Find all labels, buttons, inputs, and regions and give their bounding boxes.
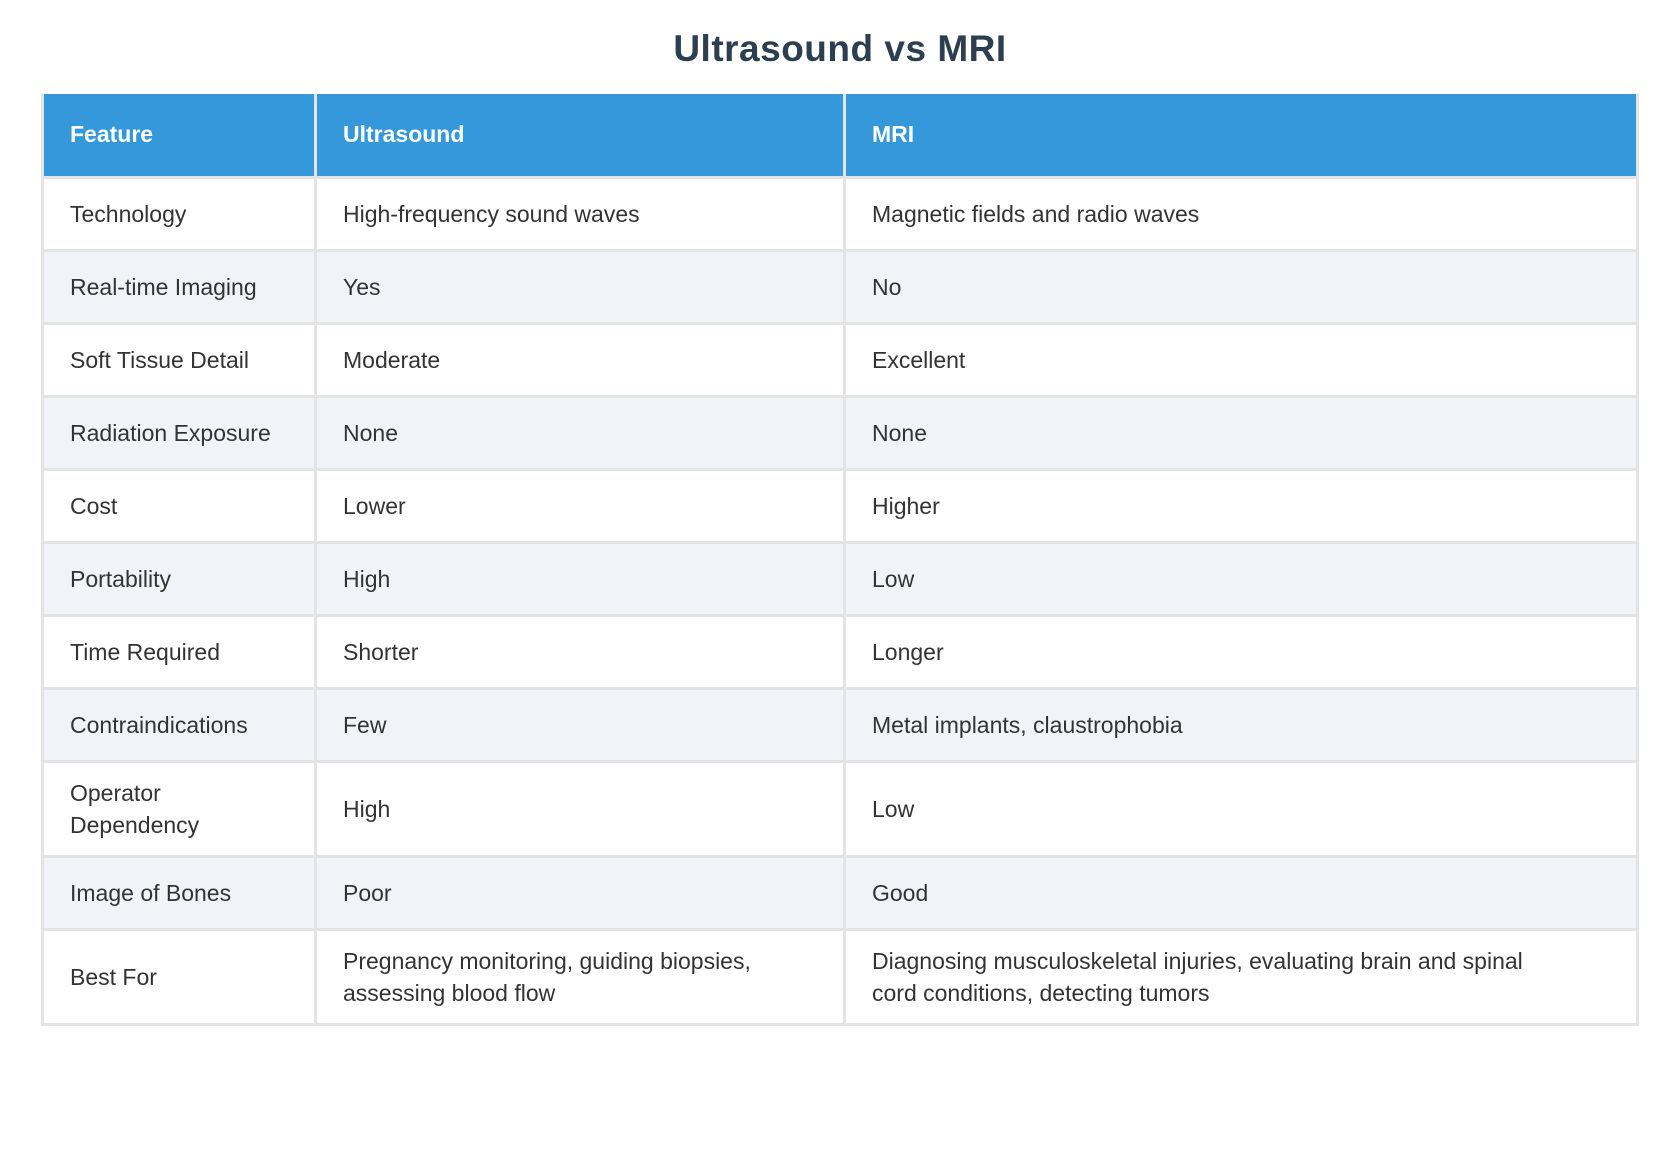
feature-cell: Technology xyxy=(41,175,317,252)
mri-cell: Low xyxy=(843,759,1639,858)
mri-cell: Longer xyxy=(843,613,1639,690)
ultrasound-cell: High-frequency sound waves xyxy=(314,175,846,252)
page-title: Ultrasound vs MRI xyxy=(673,28,1007,69)
feature-cell: Time Required xyxy=(41,613,317,690)
table-row: Contraindications Few Metal implants, clau… xyxy=(41,686,1639,763)
ultrasound-cell: Poor xyxy=(314,854,846,931)
comparison-table: Feature Ultrasound MRI Technology High-fr… xyxy=(41,94,1639,1026)
table-row: Soft Tissue Detail Moderate Excellent xyxy=(41,321,1639,398)
feature-cell: Portability xyxy=(41,540,317,617)
ultrasound-cell: None xyxy=(314,394,846,471)
column-header-feature: Feature xyxy=(41,94,317,179)
table-row: Image of Bones Poor Good xyxy=(41,854,1639,931)
ultrasound-cell: Lower xyxy=(314,467,846,544)
table-row: Technology High-frequency sound waves Magn… xyxy=(41,175,1639,252)
table-row: Operator Dependency High Low xyxy=(41,759,1639,858)
mri-cell: Excellent xyxy=(843,321,1639,398)
ultrasound-cell: Yes xyxy=(314,248,846,325)
ultrasound-cell: Shorter xyxy=(314,613,846,690)
mri-cell: Higher xyxy=(843,467,1639,544)
mri-cell: None xyxy=(843,394,1639,471)
feature-cell: Best For xyxy=(41,927,317,1026)
comparison-table-body: Technology High-frequency sound waves Magn… xyxy=(41,175,1639,1026)
ultrasound-cell: Pregnancy monitoring, guiding biopsies, … xyxy=(314,927,846,1026)
table-row: Portability High Low xyxy=(41,540,1639,617)
mri-cell: Metal implants, claustrophobia xyxy=(843,686,1639,763)
ultrasound-cell: Few xyxy=(314,686,846,763)
ultrasound-cell: Moderate xyxy=(314,321,846,398)
table-row: Radiation Exposure None None xyxy=(41,394,1639,471)
ultrasound-cell: High xyxy=(314,540,846,617)
table-row: Best For Pregnancy monitoring, guiding bi… xyxy=(41,927,1639,1026)
mri-cell: Good xyxy=(843,854,1639,931)
feature-cell: Image of Bones xyxy=(41,854,317,931)
mri-cell: Low xyxy=(843,540,1639,617)
feature-cell: Operator Dependency xyxy=(41,759,317,858)
feature-cell: Contraindications xyxy=(41,686,317,763)
feature-cell: Cost xyxy=(41,467,317,544)
column-header-ultrasound: Ultrasound xyxy=(314,94,846,179)
mri-cell: Diagnosing musculoskeletal injuries, eva… xyxy=(843,927,1639,1026)
ultrasound-cell: High xyxy=(314,759,846,858)
mri-cell: Magnetic fields and radio waves xyxy=(843,175,1639,252)
table-row: Time Required Shorter Longer xyxy=(41,613,1639,690)
table-row: Cost Lower Higher xyxy=(41,467,1639,544)
mri-cell: No xyxy=(843,248,1639,325)
table-header: Feature Ultrasound MRI xyxy=(41,94,1639,179)
feature-cell: Soft Tissue Detail xyxy=(41,321,317,398)
feature-cell: Real-time Imaging xyxy=(41,248,317,325)
column-header-mri: MRI xyxy=(843,94,1639,179)
header-row: Feature Ultrasound MRI xyxy=(41,94,1639,179)
table-row: Real-time Imaging Yes No xyxy=(41,248,1639,325)
feature-cell: Radiation Exposure xyxy=(41,394,317,471)
